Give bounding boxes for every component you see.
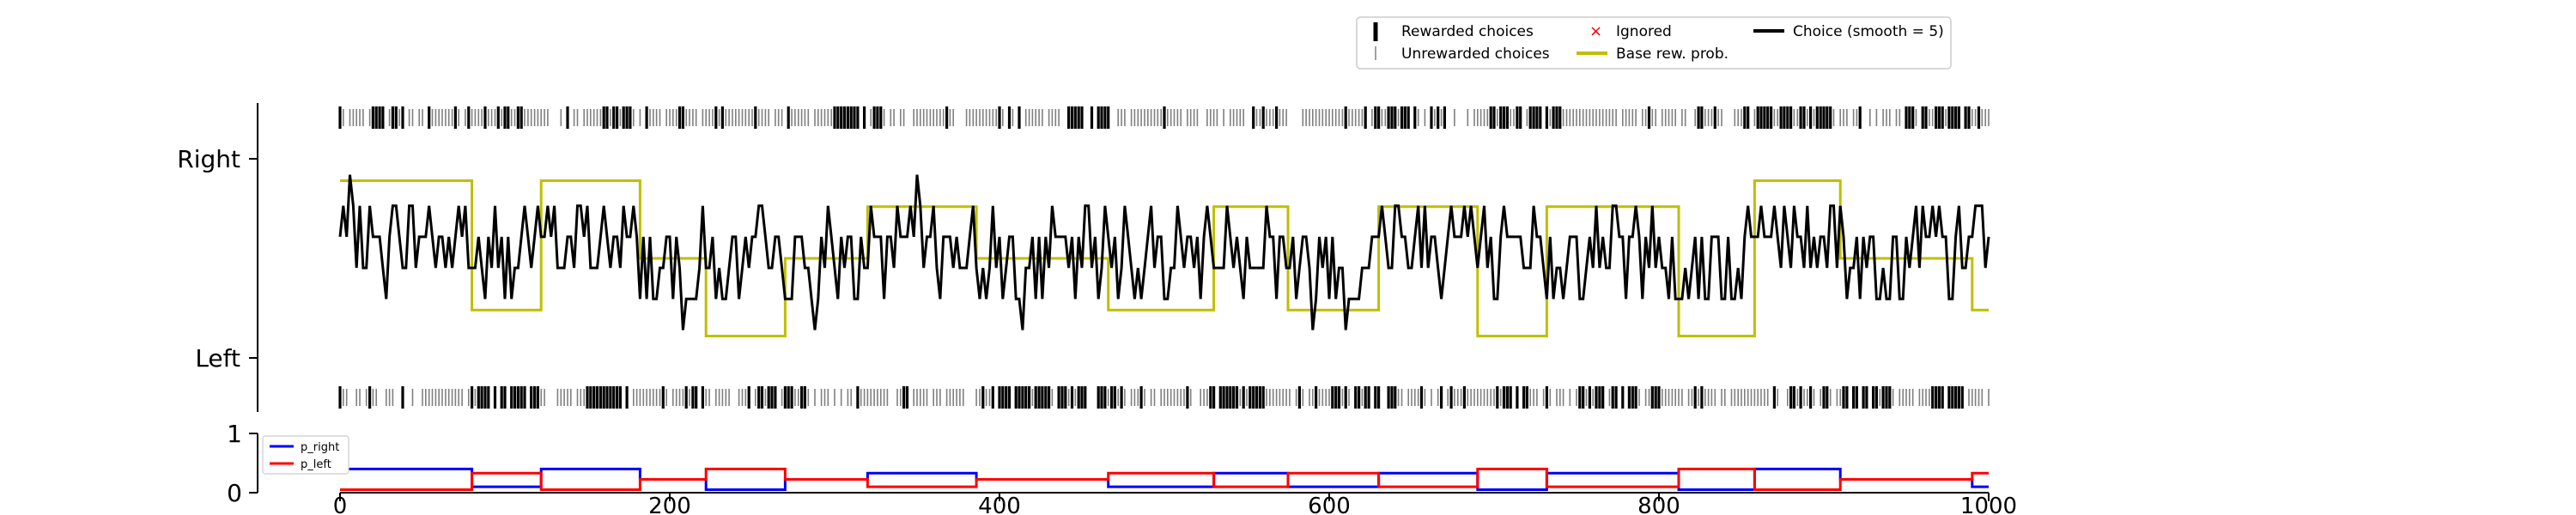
legend-ignored-label: Ignored: [1616, 23, 1672, 40]
choices-panel: Right Left: [177, 103, 1990, 412]
top-legend: Rewarded choices Unrewarded choices × Ig…: [1356, 16, 1952, 70]
series-p-left: [340, 467, 1989, 491]
x-tick-label-0: 0: [333, 494, 348, 515]
x-tick-label-1000: 1000: [1960, 494, 2017, 515]
legend-p-right-label: p_right: [301, 441, 339, 454]
probabilities-panel: 1 0 0 200 400 600 800 1000 p_right p_left: [227, 420, 2017, 515]
legend-rewarded-label: Rewarded choices: [1401, 23, 1534, 40]
x-axis-ticks: 0 200 400 600 800 1000: [333, 493, 2017, 515]
x-tick-label-400: 400: [978, 494, 1021, 515]
x-tick-label-800: 800: [1637, 494, 1680, 515]
top-legend-frame: [1356, 16, 1952, 70]
y-tick-label-left: Left: [195, 344, 240, 373]
legend-base-prob-label: Base rew. prob.: [1616, 45, 1728, 63]
legend-ignored-marker: ×: [1589, 22, 1602, 40]
x-tick-label-200: 200: [648, 494, 691, 515]
legend-choice-label: Choice (smooth = 5): [1793, 23, 1944, 40]
left-choice-ticks: [338, 386, 1990, 409]
series-base-rew-prob: [340, 179, 1989, 337]
x-tick-label-600: 600: [1308, 494, 1351, 515]
right-choice-ticks: [338, 106, 1990, 129]
legend-p-left-label: p_left: [301, 458, 331, 471]
series-choice-smooth: [338, 174, 1990, 330]
prob-legend: p_right p_left: [262, 435, 349, 475]
prob-y-tick-label-0: 0: [227, 479, 242, 507]
y-tick-label-right: Right: [177, 145, 240, 173]
prob-y-tick-label-1: 1: [227, 420, 242, 448]
legend-unrewarded-label: Unrewarded choices: [1401, 45, 1550, 63]
